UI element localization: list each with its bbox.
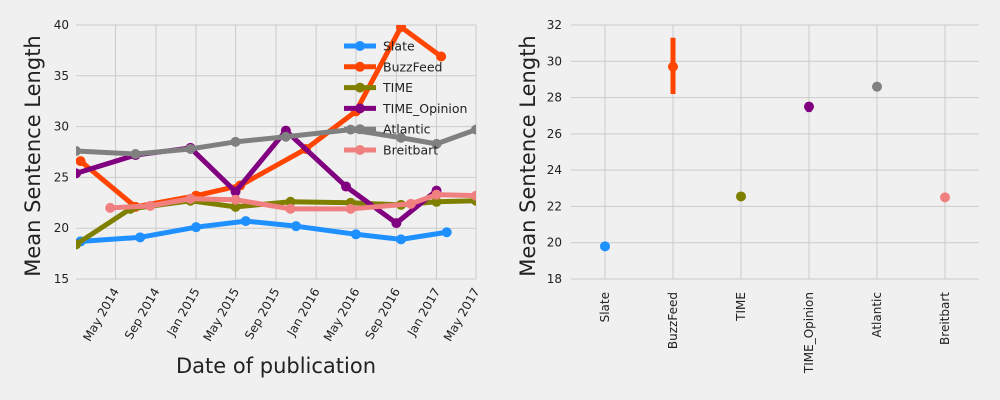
x-tick-label-time-opinion: TIME_Opinion <box>802 292 816 374</box>
y-tick-label: 24 <box>547 163 562 177</box>
x-tick-label: May 2015 <box>200 286 242 344</box>
data-point-slate <box>191 222 202 233</box>
y-axis-label: Mean Sentence Length <box>516 35 540 277</box>
data-point-time <box>736 191 746 202</box>
data-point-slate <box>396 234 406 245</box>
data-point-breitbart <box>471 190 476 201</box>
y-tick-label: 18 <box>547 272 562 286</box>
data-point-atlantic <box>185 143 196 154</box>
x-tick-label: Jan 2016 <box>284 286 323 340</box>
data-point-buzzfeed <box>76 156 86 167</box>
data-point-time-opinion <box>341 181 352 192</box>
legend-marker-atlantic <box>355 124 365 135</box>
legend: Slate BuzzFeed TIME TIME_Opinion Atlantic Bre… <box>344 39 467 158</box>
data-point-slate <box>441 227 452 238</box>
data-point-breitbart <box>431 189 442 200</box>
legend-marker-time-opinion <box>355 103 365 114</box>
y-tick-label: 28 <box>547 91 562 105</box>
data-point-slate <box>135 232 146 243</box>
x-tick-label: May 2017 <box>441 286 483 344</box>
data-point-time-opinion <box>76 168 81 179</box>
y-tick-label: 25 <box>54 170 69 184</box>
data-point-atlantic <box>396 132 406 143</box>
legend-marker-breitbart <box>355 145 365 155</box>
data-point-time <box>431 196 442 207</box>
legend-label-buzzfeed: BuzzFeed <box>383 59 442 74</box>
data-point-atlantic <box>76 145 81 156</box>
data-point-time-opinion <box>391 218 402 229</box>
legend-label-time-opinion: TIME_Opinion <box>382 101 467 116</box>
legend-marker-buzzfeed <box>355 61 365 72</box>
x-axis-label: Date of publication <box>176 354 376 378</box>
y-tick-label: 32 <box>547 18 562 32</box>
series-line-slate <box>78 218 450 244</box>
y-tick-label: 20 <box>547 236 562 250</box>
data-point-atlantic <box>230 136 241 147</box>
x-tick-label: Sep 2016 <box>362 286 403 342</box>
legend-label-time: TIME <box>382 80 413 95</box>
y-tick-label: 30 <box>547 54 562 68</box>
data-point-atlantic <box>130 149 141 160</box>
data-point-time <box>230 201 241 212</box>
y-tick-label: 20 <box>54 221 69 235</box>
data-point-breitbart <box>940 192 950 203</box>
data-point-breitbart <box>405 198 416 209</box>
data-point-slate <box>350 229 361 240</box>
data-point-breitbart <box>145 200 156 211</box>
data-point-buzzfeed <box>668 61 678 72</box>
legend-label-slate: Slate <box>383 39 415 54</box>
data-point-buzzfeed <box>436 51 447 62</box>
x-tick-label-slate: Slate <box>598 292 612 322</box>
x-tick-label: May 2014 <box>80 286 122 344</box>
data-point-time <box>285 196 296 207</box>
x-tick-label-breitbart: Breitbart <box>938 292 952 345</box>
plot-area <box>571 25 979 279</box>
y-tick-label: 35 <box>54 69 69 83</box>
legend-label-atlantic: Atlantic <box>383 122 431 137</box>
y-tick-label: 30 <box>54 120 69 134</box>
legend-marker-time <box>355 82 365 93</box>
y-tick-label: 40 <box>54 18 69 32</box>
data-point-time-opinion <box>230 186 241 197</box>
data-point-atlantic <box>471 124 476 135</box>
data-point-slate <box>600 241 610 252</box>
data-point-breitbart <box>285 203 296 214</box>
x-tick-label: Jan 2015 <box>164 286 203 340</box>
legend-label-breitbart: Breitbart <box>383 143 438 158</box>
y-tick-label: 22 <box>547 199 562 213</box>
data-point-slate <box>291 221 302 232</box>
x-tick-label: May 2016 <box>321 286 363 344</box>
series-layer <box>76 25 476 250</box>
data-point-breitbart <box>345 203 356 214</box>
data-point-breitbart <box>230 194 241 205</box>
data-point-buzzfeed <box>396 25 406 33</box>
x-tick-label-buzzfeed: BuzzFeed <box>666 292 680 349</box>
x-tick-label: Sep 2015 <box>242 286 283 342</box>
legend-marker-slate <box>355 41 365 51</box>
data-point-time <box>76 239 81 250</box>
data-point-atlantic <box>872 81 882 92</box>
y-axis-label: Mean Sentence Length <box>21 35 45 277</box>
x-tick-label: Jan 2017 <box>404 286 443 340</box>
data-point-breitbart <box>185 193 196 204</box>
y-tick-label: 26 <box>547 127 562 141</box>
data-point-time-opinion <box>804 101 814 112</box>
data-point-atlantic <box>431 138 442 149</box>
data-point-atlantic <box>280 131 291 142</box>
x-tick-label-atlantic: Atlantic <box>870 292 884 338</box>
y-tick-label: 15 <box>54 272 69 286</box>
right-chart: 18 20 22 24 26 28 30 32 Slate BuzzFeed TIME TIME_Op… <box>516 18 979 374</box>
data-point-slate <box>240 216 251 227</box>
x-tick-label-time: TIME <box>734 292 748 322</box>
x-tick-label: Sep 2014 <box>122 286 163 342</box>
data-point-breitbart <box>105 202 116 213</box>
